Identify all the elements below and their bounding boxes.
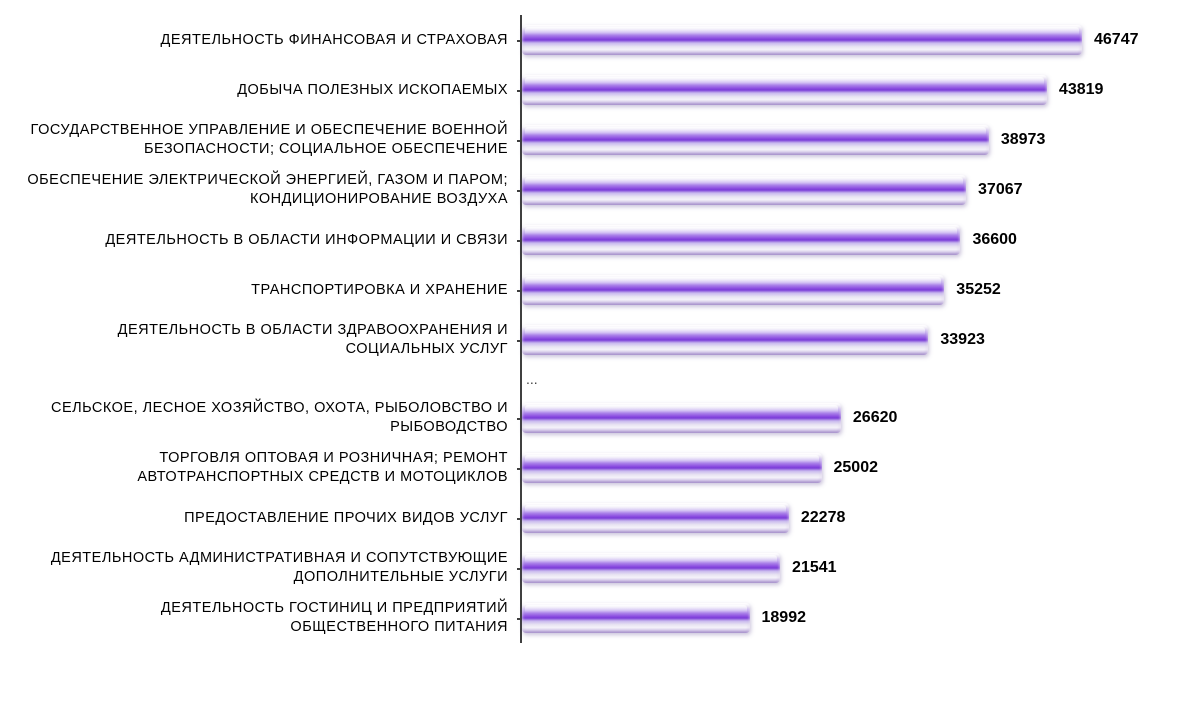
bar <box>522 225 960 255</box>
bar-value: 18992 <box>762 609 807 627</box>
ellipsis: ... <box>522 371 538 387</box>
bar <box>522 275 944 305</box>
category-label: ПРЕДОСТАВЛЕНИЕ ПРОЧИХ ВИДОВ УСЛУГ <box>20 509 520 528</box>
axis-tick <box>517 140 522 142</box>
axis-tick <box>517 190 522 192</box>
category-label: ДЕЯТЕЛЬНОСТЬ ФИНАНСОВАЯ И СТРАХОВАЯ <box>20 31 520 50</box>
bar-value: 37067 <box>978 181 1023 199</box>
category-label: ДЕЯТЕЛЬНОСТЬ АДМИНИСТРАТИВНАЯ И СОПУТСТВ… <box>20 549 520 587</box>
axis-tick <box>517 290 522 292</box>
axis-tick <box>517 568 522 570</box>
bar-value: 36600 <box>972 231 1017 249</box>
axis-tick <box>517 468 522 470</box>
bar <box>522 75 1047 105</box>
axis-tick <box>517 40 522 42</box>
bar-chart: ДЕЯТЕЛЬНОСТЬ ФИНАНСОВАЯ И СТРАХОВАЯ ДОБЫЧ… <box>20 15 1180 643</box>
bars-column: 46747 43819 38973 37067 36600 35252 33923... 26… <box>520 15 1180 643</box>
bar <box>522 25 1082 55</box>
bar <box>522 175 966 205</box>
bar <box>522 503 789 533</box>
category-label: ДЕЯТЕЛЬНОСТЬ В ОБЛАСТИ ЗДРАВООХРАНЕНИЯ И… <box>20 321 520 359</box>
labels-column: ДЕЯТЕЛЬНОСТЬ ФИНАНСОВАЯ И СТРАХОВАЯ ДОБЫЧ… <box>20 15 520 643</box>
category-label: СЕЛЬСКОЕ, ЛЕСНОЕ ХОЗЯЙСТВО, ОХОТА, РЫБОЛ… <box>20 399 520 437</box>
category-label: ДОБЫЧА ПОЛЕЗНЫХ ИСКОПАЕМЫХ <box>20 81 520 100</box>
bar <box>522 125 989 155</box>
bar-value: 43819 <box>1059 81 1104 99</box>
axis-tick <box>517 240 522 242</box>
category-label: ТОРГОВЛЯ ОПТОВАЯ И РОЗНИЧНАЯ; РЕМОНТ АВТ… <box>20 449 520 487</box>
bar-value: 33923 <box>940 331 985 349</box>
category-label: ТРАНСПОРТИРОВКА И ХРАНЕНИЕ <box>20 281 520 300</box>
category-label: ОБЕСПЕЧЕНИЕ ЭЛЕКТРИЧЕСКОЙ ЭНЕРГИЕЙ, ГАЗО… <box>20 171 520 209</box>
axis-tick <box>517 90 522 92</box>
category-label: ГОСУДАРСТВЕННОЕ УПРАВЛЕНИЕ И ОБЕСПЕЧЕНИЕ… <box>20 121 520 159</box>
bar <box>522 403 841 433</box>
bar <box>522 325 928 355</box>
bar-value: 22278 <box>801 509 846 527</box>
bar-value: 46747 <box>1094 31 1139 49</box>
bar <box>522 453 822 483</box>
bar-value: 26620 <box>853 409 898 427</box>
axis-tick <box>517 418 522 420</box>
bar-value: 35252 <box>956 281 1001 299</box>
bar-value: 38973 <box>1001 131 1046 149</box>
category-label: ДЕЯТЕЛЬНОСТЬ В ОБЛАСТИ ИНФОРМАЦИИ И СВЯЗ… <box>20 231 520 250</box>
bar <box>522 553 780 583</box>
bar-value: 25002 <box>834 459 879 477</box>
bar <box>522 603 750 633</box>
axis-tick <box>517 340 522 342</box>
axis-tick <box>517 518 522 520</box>
category-label: ДЕЯТЕЛЬНОСТЬ ГОСТИНИЦ И ПРЕДПРИЯТИЙ ОБЩЕ… <box>20 599 520 637</box>
bar-value: 21541 <box>792 559 837 577</box>
axis-tick <box>517 618 522 620</box>
